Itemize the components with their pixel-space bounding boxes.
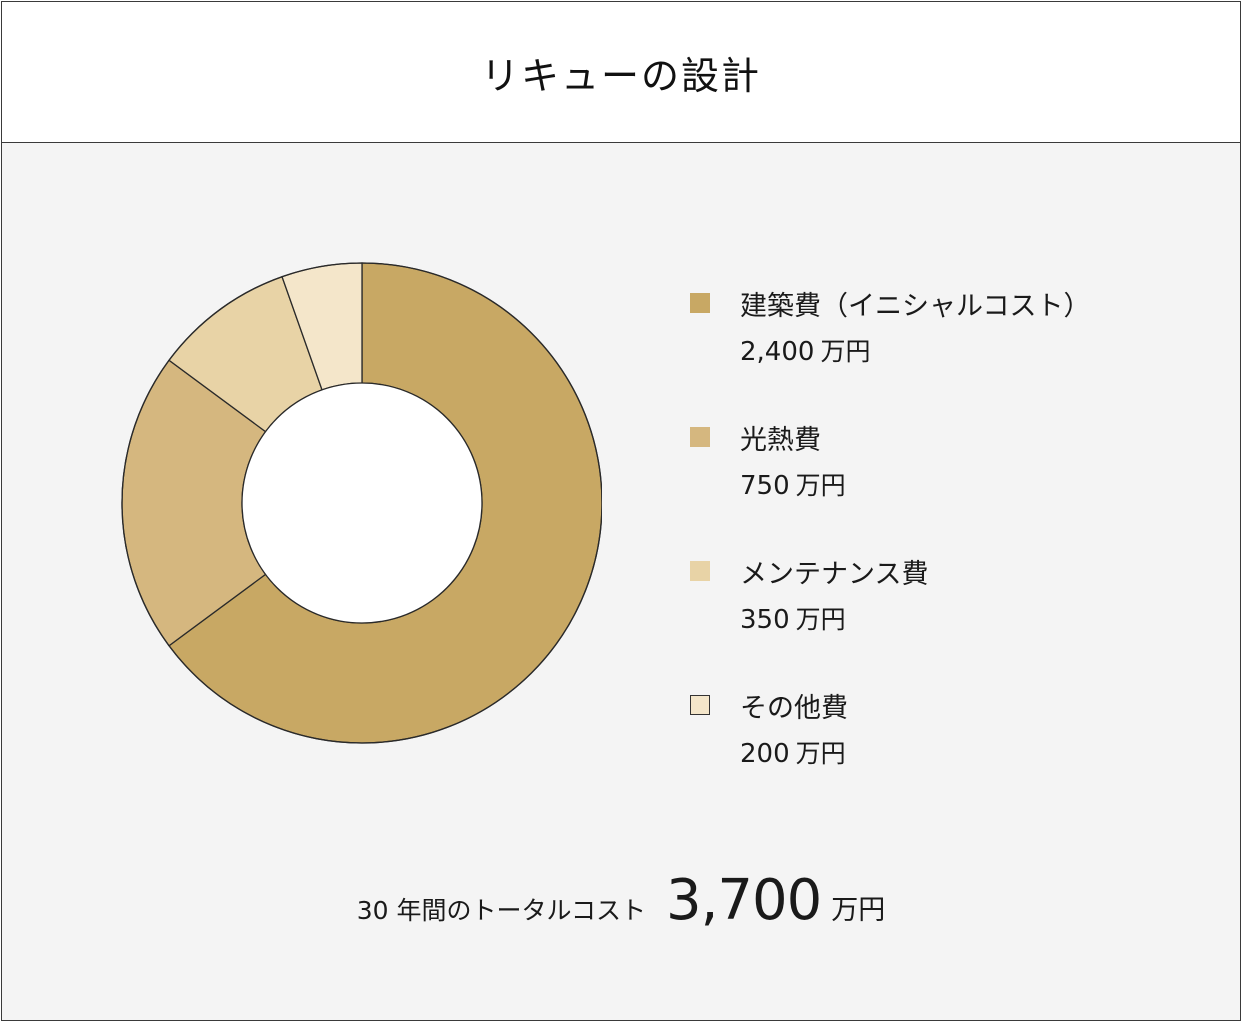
header: リキューの設計 xyxy=(2,2,1240,143)
chart-panel: 建築費（イニシャルコスト） 2,400 万円 光熱費 750 万円 メンテナンス費 … xyxy=(2,143,1240,1020)
total-cost: 30 年間のトータルコスト 3,700 万円 xyxy=(2,868,1240,933)
donut-hole xyxy=(241,382,483,624)
legend-value: 2,400 万円 xyxy=(740,332,870,368)
legend-swatch xyxy=(690,561,710,581)
legend-value: 200 万円 xyxy=(740,734,846,770)
legend-amount: 350 xyxy=(740,605,790,635)
total-value: 3,700 xyxy=(665,868,822,933)
legend-value: 350 万円 xyxy=(740,600,846,636)
donut-outline xyxy=(121,262,602,744)
legend-amount: 2,400 xyxy=(740,337,815,367)
legend-unit: 万円 xyxy=(795,471,846,500)
legend-unit: 万円 xyxy=(795,605,846,634)
legend-unit: 万円 xyxy=(795,739,846,768)
legend-value: 750 万円 xyxy=(740,466,846,502)
legend-label: 光熱費 xyxy=(740,425,821,456)
legend-label: 建築費（イニシャルコスト） xyxy=(740,291,1091,322)
legend-amount: 200 xyxy=(740,739,790,769)
donut-chart xyxy=(121,262,602,744)
legend-swatch xyxy=(690,293,710,313)
legend-unit: 万円 xyxy=(820,337,871,366)
total-label: 30 年間のトータルコスト xyxy=(356,896,646,925)
legend-label: メンテナンス費 xyxy=(740,559,929,590)
total-unit: 万円 xyxy=(831,895,886,926)
page-title: リキューの設計 xyxy=(480,53,761,98)
legend-amount: 750 xyxy=(740,471,790,501)
legend-label: その他費 xyxy=(740,693,848,724)
legend-swatch xyxy=(690,695,710,715)
legend-swatch xyxy=(690,427,710,447)
